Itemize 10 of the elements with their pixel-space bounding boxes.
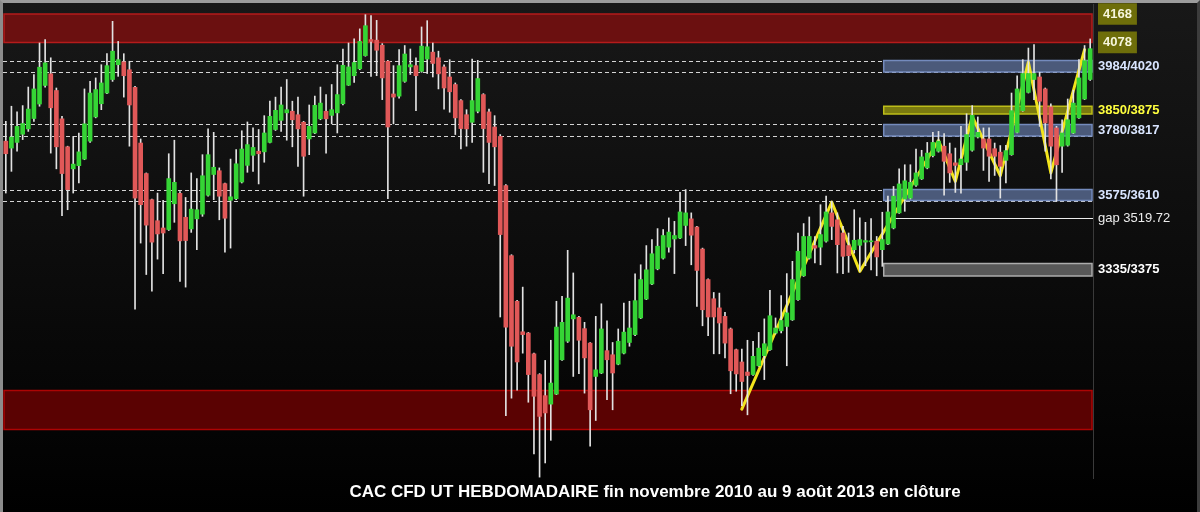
band-label: 3984/4020 [1098, 57, 1160, 73]
ref-line-label: gap 3519.72 [1098, 209, 1171, 225]
y-tick-label: 4078 [1103, 33, 1132, 49]
band-label: 3850/3875 [1098, 101, 1160, 117]
candlestick [3, 121, 9, 194]
text: CAC CFD UT HEBDOMADAIRE fin novembre 2010 au 9 août 2013 en clôture [348, 481, 962, 503]
y-tick-label: 4168 [1103, 5, 1132, 21]
band-label: 3575/3610 [1098, 186, 1160, 202]
band-label: 3335/3375 [1098, 261, 1160, 277]
band-label: 3780/3817 [1098, 121, 1160, 137]
